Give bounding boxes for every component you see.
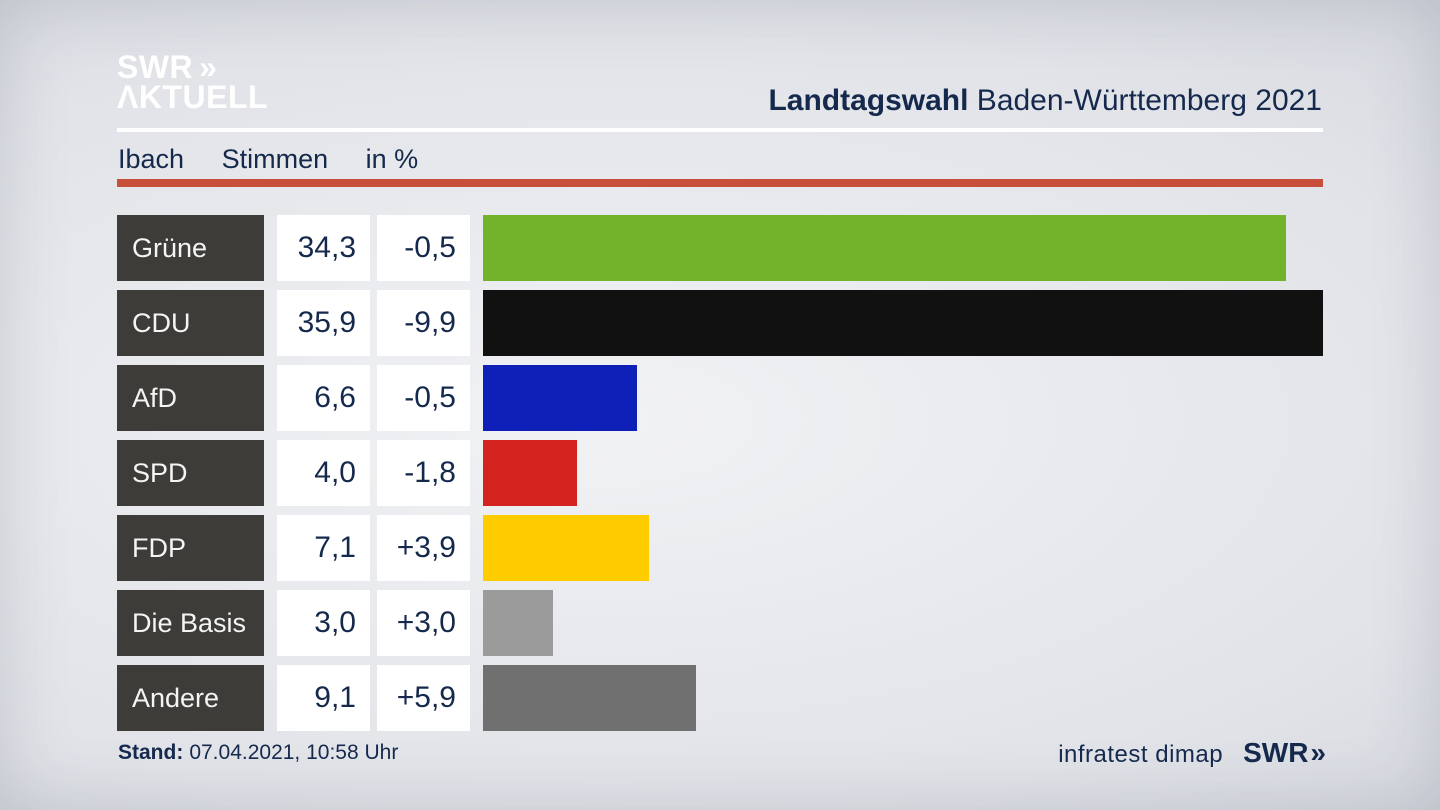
table-row: AfD 6,6 -0,5 xyxy=(117,365,1323,431)
table-row: Die Basis 3,0 +3,0 xyxy=(117,590,1323,656)
value-change: +3,0 xyxy=(377,590,470,656)
bar-track xyxy=(483,515,1323,581)
value-percent: 34,3 xyxy=(277,215,370,281)
value-percent: 35,9 xyxy=(277,290,370,356)
subtitle-unit: in % xyxy=(365,144,419,174)
swr-logo: SWR» xyxy=(1243,737,1326,768)
value-percent: 4,0 xyxy=(277,440,370,506)
results-table: Grüne 34,3 -0,5 CDU 35,9 -9,9 AfD 6,6 -0,5 SPD 4,0… xyxy=(117,215,1323,740)
logo-line-2: ΛKTUELL xyxy=(117,79,269,115)
logo-line-1: SWR» xyxy=(117,49,217,85)
party-label: AfD xyxy=(117,365,264,431)
table-row: FDP 7,1 +3,9 xyxy=(117,515,1323,581)
party-label: Grüne xyxy=(117,215,264,281)
title-divider xyxy=(117,128,1323,132)
table-row: Grüne 34,3 -0,5 xyxy=(117,215,1323,281)
bar-track xyxy=(483,290,1323,356)
party-label: CDU xyxy=(117,290,264,356)
timestamp: Stand: 07.04.2021, 10:58 Uhr xyxy=(118,741,398,765)
value-percent: 6,6 xyxy=(277,365,370,431)
party-label: SPD xyxy=(117,440,264,506)
source-credit: infratest dimap SWR» xyxy=(1058,737,1326,769)
value-change: -1,8 xyxy=(377,440,470,506)
source-label: infratest dimap xyxy=(1058,741,1224,768)
swr-aktuell-logo: SWR» ΛKTUELL xyxy=(117,49,269,115)
value-change: -9,9 xyxy=(377,290,470,356)
logo-chevrons-icon: » xyxy=(199,49,217,85)
table-row: Andere 9,1 +5,9 xyxy=(117,665,1323,731)
page-title-bold: Landtagswahl xyxy=(768,84,969,117)
bar xyxy=(483,590,554,656)
subtitle-region: Ibach xyxy=(118,144,185,174)
accent-bar xyxy=(117,179,1323,187)
swr-logo-chevrons-icon: » xyxy=(1310,737,1325,768)
bar xyxy=(483,365,638,431)
party-label: Die Basis xyxy=(117,590,264,656)
subtitle: Ibach Stimmen in % xyxy=(118,144,448,175)
party-label: Andere xyxy=(117,665,264,731)
bar xyxy=(483,290,1323,356)
value-change: +5,9 xyxy=(377,665,470,731)
bar xyxy=(483,665,696,731)
value-percent: 7,1 xyxy=(277,515,370,581)
bar-track xyxy=(483,440,1323,506)
stand-value: 07.04.2021, 10:58 Uhr xyxy=(189,741,399,764)
table-row: SPD 4,0 -1,8 xyxy=(117,440,1323,506)
table-row: CDU 35,9 -9,9 xyxy=(117,290,1323,356)
page-title-rest: Baden-Württemberg 2021 xyxy=(968,84,1322,117)
stand-label: Stand: xyxy=(118,741,184,764)
value-percent: 3,0 xyxy=(277,590,370,656)
bar xyxy=(483,515,650,581)
bar-track xyxy=(483,665,1323,731)
bar-track xyxy=(483,365,1323,431)
bar xyxy=(483,440,577,506)
value-percent: 9,1 xyxy=(277,665,370,731)
party-label: FDP xyxy=(117,515,264,581)
value-change: -0,5 xyxy=(377,365,470,431)
bar-track xyxy=(483,590,1323,656)
subtitle-measure: Stimmen xyxy=(221,144,329,174)
bar xyxy=(483,215,1286,281)
bar-track xyxy=(483,215,1323,281)
page-title: Landtagswahl Baden-Württemberg 2021 xyxy=(768,84,1322,118)
value-change: +3,9 xyxy=(377,515,470,581)
value-change: -0,5 xyxy=(377,215,470,281)
